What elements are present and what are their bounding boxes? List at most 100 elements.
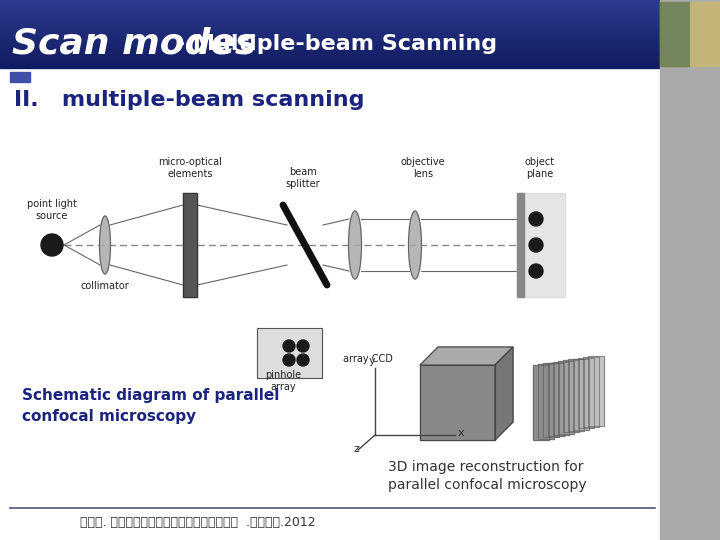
Text: Schematic diagram of parallel
confocal microscopy: Schematic diagram of parallel confocal m…: [22, 388, 279, 424]
Bar: [588, 356, 604, 426]
Bar: [0, 26, 665, 27]
Bar: [0, 14, 665, 15]
Polygon shape: [257, 328, 322, 378]
Bar: [420, 365, 495, 440]
Bar: [0, 3, 665, 4]
Circle shape: [283, 340, 295, 352]
Bar: [578, 358, 594, 428]
Bar: [0, 48, 665, 49]
Bar: [0, 2, 665, 3]
Bar: [0, 32, 665, 34]
Bar: [660, 2, 690, 66]
Bar: [0, 37, 665, 38]
Bar: [538, 364, 554, 438]
Bar: [0, 49, 665, 50]
Bar: [0, 11, 665, 12]
Bar: [568, 360, 584, 431]
Bar: [583, 357, 599, 427]
Bar: [0, 10, 665, 11]
Bar: [0, 35, 665, 37]
Bar: [543, 363, 559, 437]
Bar: [543, 363, 559, 437]
Circle shape: [529, 238, 543, 252]
Bar: [0, 56, 665, 57]
Bar: [0, 61, 665, 63]
Bar: [10, 110, 655, 400]
Bar: [0, 7, 665, 8]
Text: pinhole
array: pinhole array: [265, 370, 301, 392]
Bar: [0, 31, 665, 32]
Bar: [0, 55, 665, 56]
Bar: [573, 359, 589, 430]
Circle shape: [529, 212, 543, 226]
Bar: [538, 364, 554, 438]
Bar: [183, 193, 197, 297]
Bar: [0, 21, 665, 22]
Bar: [0, 19, 665, 21]
Text: point light
source: point light source: [27, 199, 77, 221]
Bar: [0, 4, 665, 5]
Bar: [533, 365, 549, 440]
Bar: [548, 362, 564, 436]
Text: collimator: collimator: [81, 281, 130, 291]
Bar: [0, 18, 665, 19]
Text: Scan modes: Scan modes: [12, 27, 256, 61]
Circle shape: [297, 340, 309, 352]
Text: beam
splitter: beam splitter: [286, 167, 320, 189]
Bar: [0, 63, 665, 64]
Bar: [0, 45, 665, 46]
Text: z: z: [354, 444, 360, 454]
Bar: [517, 193, 524, 297]
Bar: [578, 358, 594, 428]
Bar: [0, 39, 665, 41]
Text: y: y: [369, 356, 375, 366]
Bar: [690, 2, 720, 66]
Text: array CCD: array CCD: [343, 354, 393, 364]
Bar: [0, 34, 665, 35]
Bar: [0, 16, 665, 18]
Bar: [568, 360, 584, 431]
Bar: [0, 64, 665, 65]
Bar: [0, 38, 665, 39]
Bar: [0, 57, 665, 58]
Text: 涂龙等. 并行共焦显微镜检测技术及其研究进展  .中国激光.2012: 涂龙等. 并行共焦显微镜检测技术及其研究进展 .中国激光.2012: [80, 516, 315, 529]
Bar: [517, 193, 565, 297]
Circle shape: [41, 234, 63, 256]
Bar: [558, 361, 574, 434]
Bar: [0, 42, 665, 44]
Ellipse shape: [99, 216, 110, 274]
Bar: [0, 52, 665, 53]
Bar: [533, 365, 549, 440]
Circle shape: [297, 354, 309, 366]
Bar: [0, 58, 665, 60]
Text: objective
lens: objective lens: [401, 157, 445, 179]
Bar: [0, 66, 665, 68]
Bar: [563, 360, 579, 432]
Text: - Multiple-beam Scanning: - Multiple-beam Scanning: [168, 34, 497, 54]
Bar: [0, 24, 665, 26]
Bar: [10, 72, 30, 82]
Bar: [0, 53, 665, 55]
Circle shape: [529, 264, 543, 278]
Polygon shape: [495, 347, 513, 440]
Bar: [553, 362, 569, 435]
Bar: [0, 8, 665, 10]
Bar: [583, 357, 599, 427]
Text: micro-optical
elements: micro-optical elements: [158, 157, 222, 179]
Bar: [0, 65, 665, 66]
Bar: [553, 362, 569, 435]
Bar: [420, 365, 495, 440]
Circle shape: [283, 354, 295, 366]
Bar: [0, 46, 665, 48]
Bar: [573, 359, 589, 430]
Bar: [588, 356, 604, 426]
Bar: [0, 60, 665, 61]
Bar: [0, 23, 665, 24]
Bar: [0, 5, 665, 7]
Bar: [0, 22, 665, 23]
Bar: [0, 0, 665, 2]
Text: x: x: [458, 428, 464, 438]
Ellipse shape: [408, 211, 421, 279]
Text: 3D image reconstruction for
parallel confocal microscopy: 3D image reconstruction for parallel con…: [388, 460, 587, 492]
Text: object
plane: object plane: [525, 157, 555, 179]
